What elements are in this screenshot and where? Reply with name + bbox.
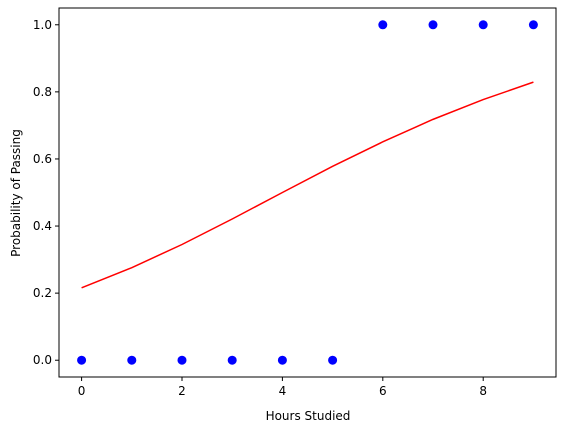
data-point bbox=[227, 355, 237, 365]
x-tick-label: 0 bbox=[78, 384, 86, 398]
data-point bbox=[528, 20, 538, 30]
data-point bbox=[328, 355, 338, 365]
data-point bbox=[478, 20, 488, 30]
data-point bbox=[127, 355, 137, 365]
x-tick-label: 8 bbox=[479, 384, 487, 398]
x-tick-label: 6 bbox=[379, 384, 387, 398]
data-point bbox=[378, 20, 388, 30]
x-tick-label: 4 bbox=[279, 384, 287, 398]
y-tick-label: 0.4 bbox=[33, 219, 52, 233]
y-tick-label: 0.8 bbox=[33, 85, 52, 99]
data-point bbox=[428, 20, 438, 30]
data-point bbox=[277, 355, 287, 365]
x-tick-label: 2 bbox=[178, 384, 186, 398]
fitted-curve bbox=[81, 81, 534, 289]
x-axis: 0 2 4 6 8 bbox=[78, 377, 487, 398]
y-tick-label: 0.6 bbox=[33, 152, 52, 166]
plot-area bbox=[77, 20, 538, 365]
x-axis-label: Hours Studied bbox=[266, 409, 351, 423]
y-tick-label: 0.2 bbox=[33, 286, 52, 300]
y-tick-label: 0.0 bbox=[33, 353, 52, 367]
y-axis: 0.0 0.2 0.4 0.6 0.8 1.0 bbox=[33, 18, 59, 367]
axes-frame bbox=[58, 7, 557, 378]
data-point bbox=[177, 355, 187, 365]
y-tick-label: 1.0 bbox=[33, 18, 52, 32]
y-axis-label: Probability of Passing bbox=[9, 129, 23, 257]
data-point bbox=[77, 355, 87, 365]
